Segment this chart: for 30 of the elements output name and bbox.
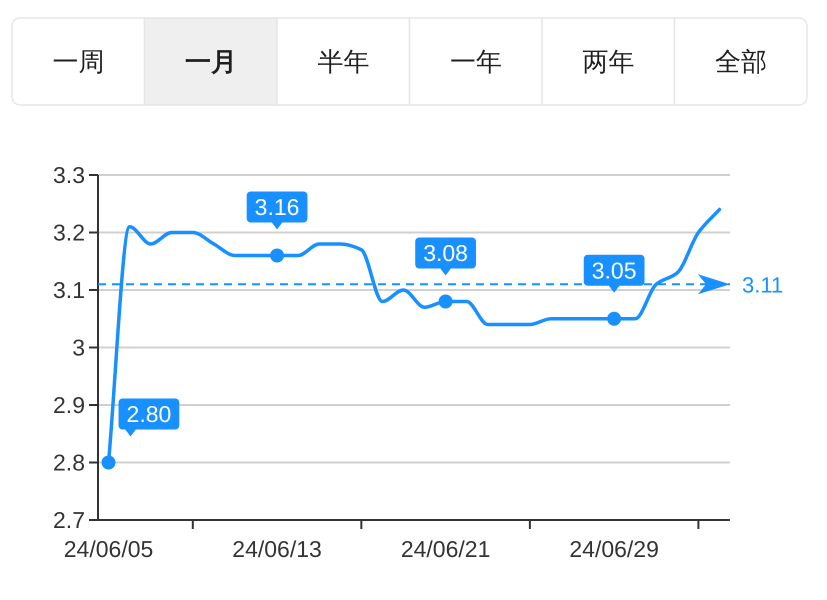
x-tick-label: 24/06/13 xyxy=(232,536,322,562)
data-label: 3.05 xyxy=(592,257,637,284)
x-tick-label: 24/06/05 xyxy=(64,536,154,562)
tab: 一年 xyxy=(408,17,543,106)
y-tick-label: 3.1 xyxy=(53,277,85,303)
y-tick-label: 3.2 xyxy=(53,220,85,246)
data-label: 3.16 xyxy=(254,194,300,220)
y-tick-label: 2.9 xyxy=(53,392,85,418)
y-tick-label: 2.8 xyxy=(53,450,85,476)
point xyxy=(270,248,284,262)
data-label: 3.08 xyxy=(423,240,468,266)
callout: 3.05 xyxy=(584,254,645,326)
tab: 两年 xyxy=(541,17,676,106)
tab-selected: 一月 xyxy=(144,17,278,106)
x-tick-label: 24/06/21 xyxy=(400,536,490,562)
y-tick-label: 3.3 xyxy=(53,162,85,188)
tab: 一周 xyxy=(11,17,146,106)
point xyxy=(438,294,453,308)
tab: 半年 xyxy=(276,17,410,106)
ref-line-label: 3.11 xyxy=(742,272,784,298)
callout: 3.08 xyxy=(415,238,476,308)
callout: 3.16 xyxy=(246,192,308,262)
point xyxy=(607,312,622,326)
callout: 2.80 xyxy=(102,398,180,470)
y-tick-label: 3 xyxy=(72,334,85,360)
point xyxy=(102,456,116,470)
y-tick-label: 2.7 xyxy=(53,507,85,533)
tab: 全部 xyxy=(674,17,808,106)
data-label: 2.80 xyxy=(126,401,172,427)
x-tick-label: 24/06/29 xyxy=(569,536,659,562)
